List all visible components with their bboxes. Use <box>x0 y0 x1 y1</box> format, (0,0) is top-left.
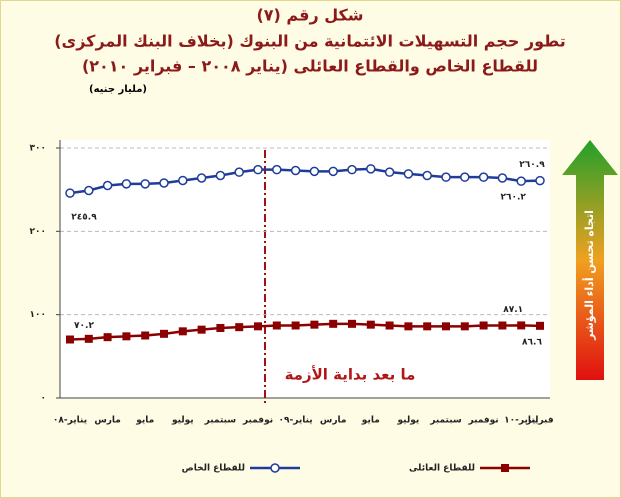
data-label: ٧٠.٢ <box>74 321 94 331</box>
marker <box>385 321 394 330</box>
marker <box>141 331 150 340</box>
chart-subtitle: تطور حجم التسهيلات الائتمانية من البنوك … <box>54 32 566 51</box>
y-tick-label: ٣٠٠ <box>30 144 46 154</box>
marker <box>65 188 75 198</box>
marker <box>84 334 93 343</box>
marker <box>460 322 469 331</box>
x-tick-label: نوفمبر <box>242 416 273 426</box>
marker <box>160 329 168 338</box>
marker <box>216 324 225 332</box>
marker <box>234 167 244 177</box>
marker <box>178 175 188 186</box>
marker <box>535 175 545 186</box>
x-tick-label: نوفمبر <box>467 416 498 426</box>
x-tick-label: مارس <box>320 416 347 426</box>
marker <box>309 166 320 177</box>
marker <box>272 164 282 175</box>
marker <box>310 320 319 329</box>
marker <box>536 321 544 330</box>
marker <box>122 332 131 341</box>
data-label: ٨٧.١ <box>503 305 523 315</box>
marker <box>84 185 94 196</box>
marker <box>215 170 226 181</box>
marker <box>159 178 169 188</box>
legend-label: للقطاع العائلى <box>409 464 475 474</box>
marker <box>517 321 526 330</box>
marker <box>347 164 357 175</box>
x-tick-label: فبراير <box>525 416 553 426</box>
marker <box>423 322 432 331</box>
chart-subtitle: للقطاع الخاص والقطاع العائلى (يناير ٢٠٠٨… <box>82 57 538 76</box>
marker <box>66 335 74 344</box>
marker <box>441 172 451 182</box>
marker <box>102 180 113 191</box>
y-tick-label: ٢٠٠ <box>30 227 46 237</box>
plot-area <box>60 140 550 398</box>
marker <box>178 327 187 336</box>
y-tick-label: ٠ <box>41 394 47 404</box>
marker <box>479 321 488 330</box>
marker <box>121 179 132 189</box>
x-tick-label: يوليو <box>171 416 194 426</box>
marker <box>403 169 414 179</box>
x-tick-label: مايو <box>135 416 154 426</box>
marker <box>103 333 112 342</box>
marker <box>348 319 356 328</box>
data-label: ٢٦٠.٢ <box>500 193 526 203</box>
marker <box>196 173 207 183</box>
data-label: ٨٦.٦ <box>522 337 542 347</box>
x-tick-label: مايو <box>361 416 380 426</box>
marker <box>478 172 489 182</box>
marker <box>328 166 338 177</box>
marker <box>422 170 432 181</box>
marker <box>197 325 206 334</box>
x-tick-label: سبتمبر <box>429 416 462 426</box>
x-tick-label: يناير-٠٨ <box>53 416 87 426</box>
legend-marker <box>270 463 280 473</box>
marker <box>516 176 526 186</box>
x-tick-label: يناير-٠٩ <box>279 416 313 426</box>
marker <box>235 323 244 332</box>
marker <box>329 319 338 328</box>
marker <box>253 164 263 175</box>
marker <box>498 321 507 330</box>
legend-label: للقطاع الخاص <box>182 464 245 474</box>
trend-arrow <box>562 140 618 380</box>
marker <box>254 322 262 331</box>
marker <box>366 164 376 174</box>
marker <box>290 165 301 176</box>
marker <box>272 321 281 330</box>
x-tick-label: يوليو <box>397 416 420 426</box>
y-axis-label: (مليار جنيه) <box>89 84 147 95</box>
marker <box>140 179 150 189</box>
marker <box>291 321 300 330</box>
x-tick-label: مارس <box>94 416 121 426</box>
x-tick-label: يناير-١٠ <box>504 416 538 426</box>
marker <box>404 322 413 331</box>
chart-title: شكل رقم (٧) <box>256 6 363 25</box>
marker <box>366 320 375 329</box>
marker <box>442 322 450 331</box>
data-label: ٢٤٥.٩ <box>71 213 97 223</box>
y-tick-label: ١٠٠ <box>30 310 46 320</box>
arrow-label: اتجاه تحسن أداء المؤشر <box>582 210 596 341</box>
marker <box>460 172 470 182</box>
x-tick-label: سبتمبر <box>204 416 237 426</box>
data-label: ٢٦٠.٩ <box>519 160 545 170</box>
marker <box>384 167 395 177</box>
annotation: ما بعد بداية الأزمة <box>285 366 416 384</box>
marker <box>497 173 508 183</box>
legend-marker <box>501 464 509 472</box>
